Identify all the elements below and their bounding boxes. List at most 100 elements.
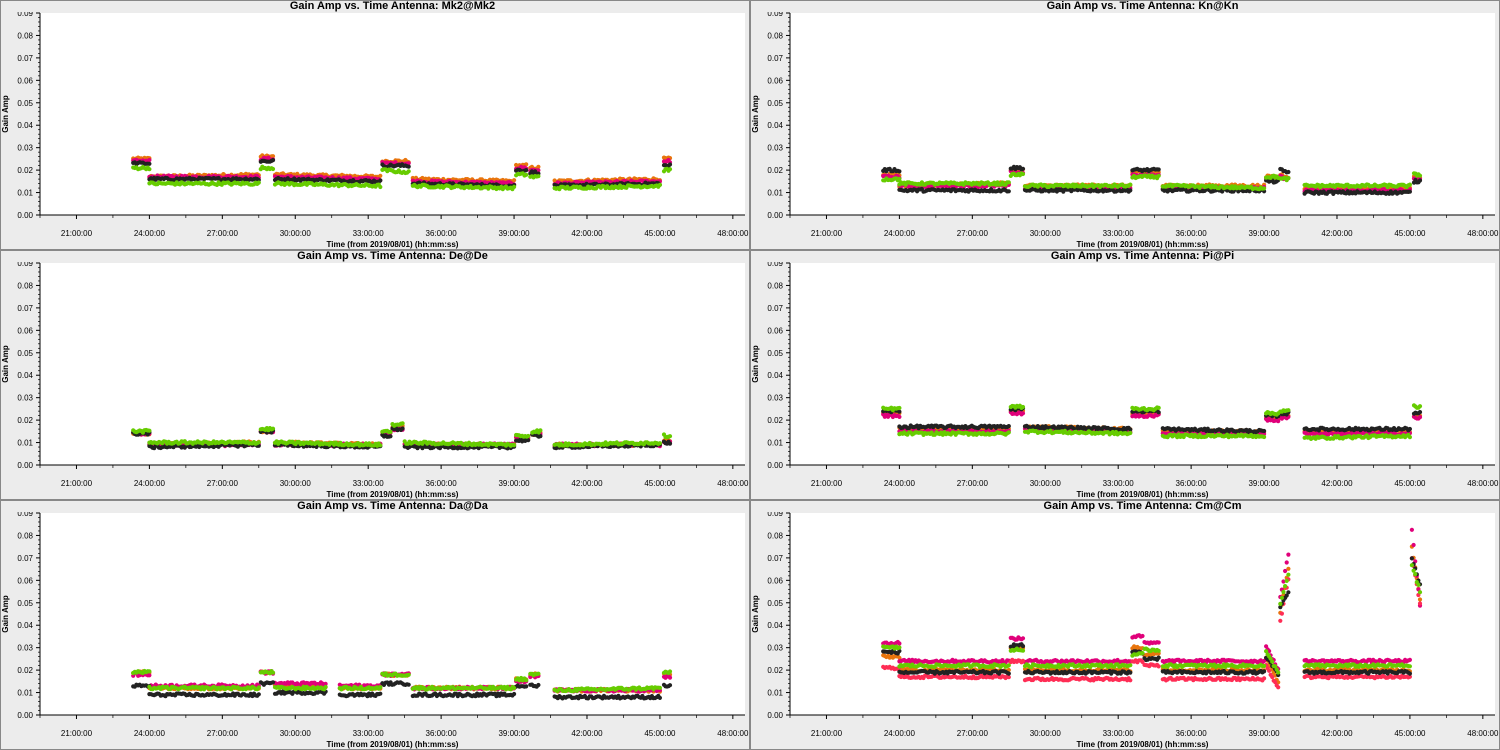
data-point — [538, 434, 543, 439]
y-tick-label: 0.06 — [767, 326, 783, 335]
data-point — [536, 168, 541, 173]
data-point — [1286, 169, 1291, 175]
y-tick-label: 0.07 — [767, 54, 783, 63]
y-tick-label: 0.03 — [767, 394, 783, 403]
x-tick-label: 45:00:00 — [1394, 479, 1426, 488]
data-point — [147, 157, 152, 163]
data-markers — [881, 403, 1423, 441]
series-3 — [131, 421, 673, 448]
y-tick-label: 0.09 — [17, 9, 33, 18]
y-tick-label: 0.07 — [767, 304, 783, 313]
data-point — [511, 443, 517, 448]
data-point — [400, 426, 405, 431]
x-tick-label: 33:00:00 — [353, 479, 385, 488]
y-tick-label: 0.05 — [17, 349, 33, 358]
x-axis-label: Time (from 2019/08/01) (hh:mm:ss) — [327, 240, 459, 249]
x-tick-label: 30:00:00 — [280, 229, 312, 238]
series-2 — [881, 164, 1423, 196]
x-tick-label: 45:00:00 — [1394, 229, 1426, 238]
data-point — [378, 173, 383, 178]
series-3 — [881, 171, 1423, 192]
x-tick-label: 39:00:00 — [498, 229, 530, 238]
series-3 — [131, 164, 673, 192]
x-tick-label: 42:00:00 — [1321, 229, 1353, 238]
plot-title: Gain Amp vs. Time Antenna: Pi@Pi — [1051, 250, 1234, 262]
data-point — [378, 443, 383, 448]
data-point — [147, 161, 152, 166]
x-tick-label: 27:00:00 — [957, 229, 989, 238]
data-point — [1128, 182, 1133, 187]
data-point — [511, 184, 517, 189]
data-point — [667, 434, 673, 439]
x-tick-label: 21:00:00 — [61, 479, 93, 488]
data-point — [270, 158, 276, 163]
data-point — [1276, 419, 1281, 424]
y-tick-label: 0.01 — [17, 189, 33, 198]
y-tick-label: 0.09 — [17, 259, 33, 268]
y-tick-label: 0.06 — [767, 76, 783, 85]
y-tick-label: 0.08 — [767, 281, 783, 290]
data-point — [526, 438, 531, 443]
plot-title: Gain Amp vs. Time Antenna: Kn@Kn — [1047, 0, 1239, 12]
x-tick-label: 30:00:00 — [1030, 229, 1062, 238]
data-point — [667, 441, 673, 446]
x-tick-label: 39:00:00 — [498, 479, 530, 488]
y-axis-label: Gain Amp — [751, 95, 760, 133]
y-tick-label: 0.08 — [17, 31, 33, 40]
x-tick-label: 24:00:00 — [134, 479, 166, 488]
x-tick-label: 36:00:00 — [1176, 229, 1208, 238]
x-tick-label: 48:00:00 — [717, 479, 749, 488]
y-tick-label: 0.06 — [17, 326, 33, 335]
data-point — [400, 421, 405, 426]
data-point — [1407, 189, 1412, 194]
x-tick-label: 27:00:00 — [207, 479, 239, 488]
x-tick-label: 36:00:00 — [426, 229, 458, 238]
x-tick-label: 24:00:00 — [884, 479, 916, 488]
x-axis-label: Time (from 2019/08/01) (hh:mm:ss) — [327, 490, 459, 499]
data-point — [1020, 171, 1026, 177]
data-point — [1006, 189, 1011, 194]
y-tick-label: 0.01 — [767, 439, 783, 448]
y-tick-label: 0.09 — [767, 259, 783, 268]
data-point — [1020, 166, 1026, 171]
x-tick-label: 30:00:00 — [280, 479, 312, 488]
x-tick-label: 33:00:00 — [1103, 229, 1135, 238]
x-tick-label: 39:00:00 — [1248, 479, 1280, 488]
panel-border — [0, 250, 750, 500]
data-point — [526, 433, 531, 439]
data-point — [1417, 178, 1423, 183]
y-tick-label: 0.00 — [17, 461, 33, 470]
x-tick-label: 24:00:00 — [884, 229, 916, 238]
x-tick-label: 33:00:00 — [1103, 479, 1135, 488]
data-point — [667, 167, 673, 172]
title-band — [1, 251, 749, 262]
x-tick-label: 48:00:00 — [1467, 229, 1499, 238]
y-tick-label: 0.04 — [767, 121, 783, 130]
y-tick-label: 0.09 — [767, 9, 783, 18]
data-point — [256, 440, 261, 445]
data-point — [1020, 411, 1026, 416]
y-tick-label: 0.03 — [17, 144, 33, 153]
y-tick-label: 0.04 — [767, 371, 783, 380]
data-point — [897, 414, 902, 419]
data-point — [536, 164, 541, 169]
y-tick-label: 0.00 — [17, 211, 33, 220]
x-tick-label: 42:00:00 — [1321, 479, 1353, 488]
data-point — [524, 172, 529, 177]
plot-svg: 0.000.010.020.030.040.050.060.070.080.09… — [0, 250, 750, 500]
x-tick-label: 24:00:00 — [134, 229, 166, 238]
y-axis-label: Gain Amp — [751, 345, 760, 383]
x-tick-label: 30:00:00 — [1030, 479, 1062, 488]
x-tick-label: 27:00:00 — [207, 229, 239, 238]
x-tick-label: 42:00:00 — [571, 479, 603, 488]
data-point — [538, 428, 543, 433]
x-tick-label: 42:00:00 — [571, 229, 603, 238]
y-axis-label: Gain Amp — [1, 95, 10, 133]
plot-panel-kn: 0.00 0.01 0.02 0.03 0.04 0.05 0.06 0.07 0.08 0.09… — [750, 0, 1500, 250]
data-point — [1128, 188, 1133, 193]
y-axis-label: Gain Amp — [1, 345, 10, 383]
x-tick-label: 21:00:00 — [811, 479, 843, 488]
data-point — [1417, 173, 1423, 178]
title-band — [751, 1, 1499, 12]
